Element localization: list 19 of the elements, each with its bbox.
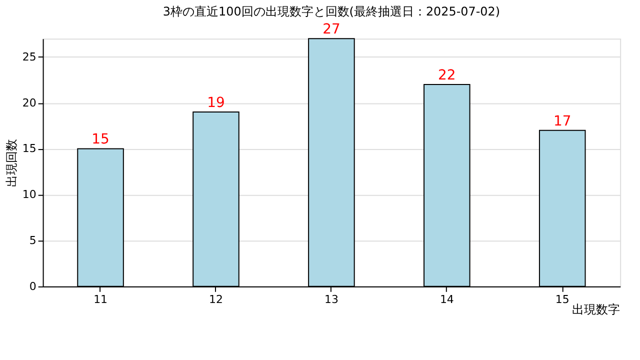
x-tick-label: 15 xyxy=(555,292,570,306)
x-axis-title: 出現数字 xyxy=(572,302,620,316)
data-label: 15 xyxy=(92,132,110,148)
x-tick-label: 14 xyxy=(440,292,454,306)
x-tick-label: 13 xyxy=(324,292,338,306)
data-label: 22 xyxy=(438,67,456,84)
data-label: 27 xyxy=(322,22,340,38)
y-tick-label: 20 xyxy=(22,96,36,110)
y-tick-label: 5 xyxy=(29,234,36,247)
y-axis-title: 出現回数 xyxy=(4,138,18,187)
data-label: 19 xyxy=(207,95,225,112)
y-tick-label: 25 xyxy=(22,50,36,64)
y-tick-label: 15 xyxy=(22,142,36,156)
x-tick-label: 12 xyxy=(209,292,223,306)
data-label: 17 xyxy=(554,113,572,130)
x-tick-label: 11 xyxy=(94,292,108,306)
y-tick-label: 0 xyxy=(29,280,36,293)
chart-title: 3枠の直近100回の出現数字と回数(最終抽選日：2025-07-02) xyxy=(162,4,500,19)
y-tick-label: 10 xyxy=(22,188,36,202)
